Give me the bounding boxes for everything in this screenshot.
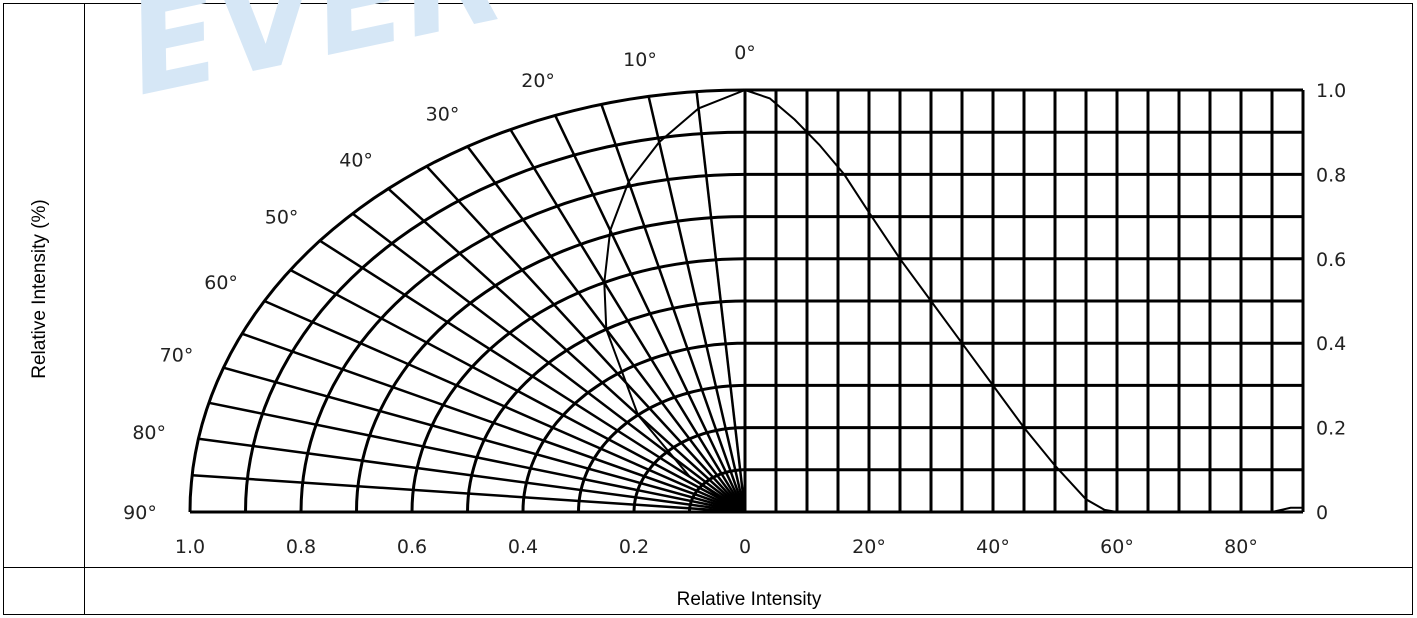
- polar-spoke-11: [289, 268, 746, 514]
- angle-tick-label-2: 20°: [521, 70, 555, 92]
- polar-spoke-1: [695, 91, 747, 513]
- y-axis-label: Relative Intensity (%): [29, 199, 50, 379]
- radial-tick-label-0: 1.0: [175, 536, 205, 558]
- frame-divider-horizontal: [3, 567, 1413, 568]
- polar-pattern-curve: [603, 89, 746, 513]
- polar-spoke-17: [192, 473, 746, 514]
- polar-spoke-13: [241, 332, 746, 514]
- angle-tick-label-0: 0°: [734, 42, 756, 64]
- polar-spoke-16: [198, 437, 746, 514]
- y-tick-label-5: 0: [1316, 502, 1328, 524]
- intensity-curve-0: [744, 89, 1303, 513]
- angle-tick-label-5: 50°: [265, 206, 299, 228]
- polar-spoke-8: [387, 187, 746, 513]
- polar-spoke-12: [263, 299, 746, 514]
- angle-tick-label-8: 80°: [132, 422, 166, 444]
- angle-tick-label-7: 70°: [160, 345, 194, 367]
- polar-spoke-10: [319, 239, 746, 514]
- x-tick-label-1: 40°: [976, 536, 1010, 558]
- radial-tick-label-2: 0.6: [397, 536, 427, 558]
- polar-spoke-4: [554, 114, 747, 513]
- y-tick-label-2: 0.6: [1316, 249, 1346, 271]
- angle-tick-label-4: 40°: [339, 150, 373, 172]
- polar-spoke-9: [351, 212, 746, 513]
- y-tick-label-3: 0.4: [1316, 333, 1346, 355]
- frame-divider-vertical: [84, 3, 85, 615]
- angle-tick-label-6: 60°: [204, 272, 238, 294]
- x-tick-label-0: 20°: [852, 536, 886, 558]
- polar-spoke-15: [208, 401, 746, 514]
- angle-tick-label-1: 10°: [623, 49, 657, 71]
- radial-tick-label-1: 0.8: [286, 536, 316, 558]
- radial-tick-label-5: 0: [739, 536, 751, 558]
- polar-spoke-7: [425, 165, 746, 513]
- chart-frame: [3, 3, 1413, 615]
- angle-tick-label-9: 90°: [123, 502, 157, 524]
- angle-tick-label-3: 30°: [426, 104, 460, 126]
- y-tick-label-1: 0.8: [1316, 164, 1346, 186]
- radial-tick-label-4: 0.2: [619, 536, 649, 558]
- x-tick-label-2: 60°: [1100, 536, 1134, 558]
- radial-tick-label-3: 0.4: [508, 536, 538, 558]
- x-axis-label: Relative Intensity: [676, 589, 822, 610]
- polar-spoke-2: [647, 96, 747, 513]
- polar-spoke-3: [600, 103, 747, 513]
- y-tick-label-4: 0.2: [1316, 418, 1346, 440]
- y-tick-label-0: 1.0: [1316, 80, 1346, 102]
- x-tick-label-3: 80°: [1224, 536, 1258, 558]
- polar-spoke-14: [223, 366, 746, 514]
- polar-spoke-5: [509, 128, 747, 513]
